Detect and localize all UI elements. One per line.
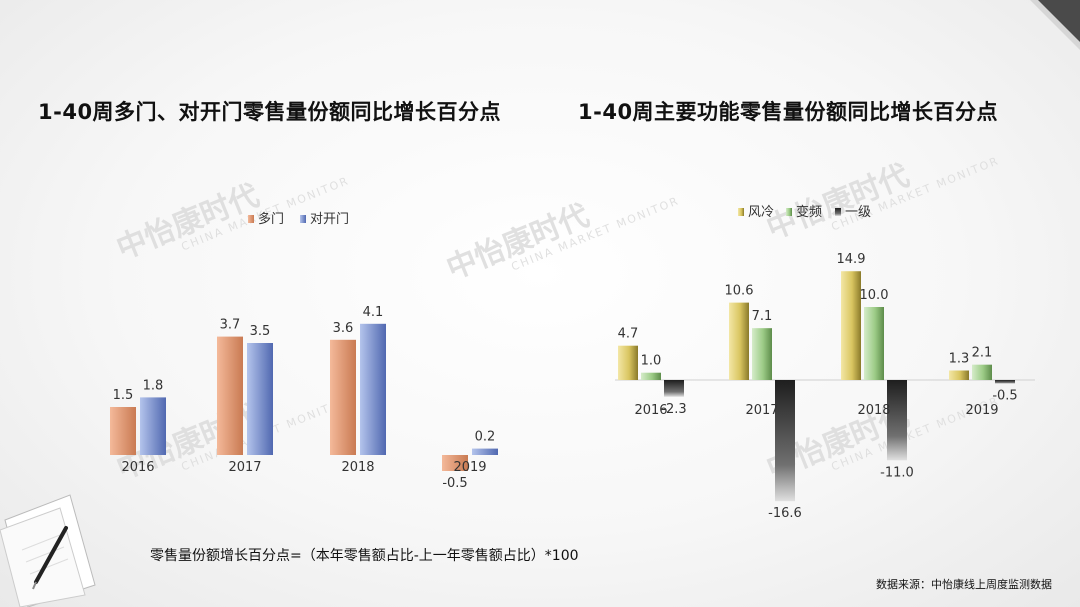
bar-风冷-2016: [618, 345, 638, 380]
bar-多门-2018: [330, 339, 356, 455]
category-label-2017: 2017: [228, 460, 261, 475]
data-label: -0.5: [442, 476, 467, 491]
bar-多门-2016: [110, 407, 136, 455]
left-bar-chart: 多门 对开门 1.5 1.8 2016 3.7 3.5 2017 3.6 4.1 2018 -0.5 0…: [110, 211, 498, 491]
bar-对开门-2018: [360, 323, 386, 455]
bar-多门-2019: [442, 455, 468, 471]
data-label: 3.6: [333, 321, 354, 336]
bar-一级-2016: [664, 380, 684, 397]
data-label: 1.0: [641, 354, 662, 369]
category-label-2016: 2016: [634, 403, 667, 418]
legend-swatch-变频: [786, 208, 792, 216]
legend-label-对开门: 对开门: [310, 212, 349, 227]
left-chart-title: 1-40周多门、对开门零售量份额同比增长百分点: [38, 100, 502, 124]
data-label: 14.9: [837, 252, 866, 267]
legend-swatch-一级: [835, 208, 841, 216]
bar-风冷-2018: [841, 271, 861, 380]
data-label: 1.8: [143, 378, 164, 393]
data-label: 1.3: [949, 352, 970, 367]
bar-风冷-2017: [729, 302, 749, 380]
data-label: 1.5: [113, 388, 134, 403]
data-source: 数据来源：中怡康线上周度监测数据: [876, 578, 1052, 591]
category-label-2016: 2016: [121, 460, 154, 475]
data-label: 0.2: [475, 430, 496, 445]
data-label: 4.1: [363, 305, 384, 320]
data-label: -11.0: [880, 465, 914, 480]
notebook-pen-illustration: [0, 494, 96, 607]
bar-多门-2017: [217, 336, 243, 455]
data-label: 2.1: [972, 346, 993, 361]
category-label-2018: 2018: [341, 460, 374, 475]
legend-label-风冷: 风冷: [748, 205, 774, 220]
data-label: -0.5: [992, 389, 1017, 404]
bar-对开门-2016: [140, 397, 166, 455]
bar-变频-2019: [972, 364, 992, 380]
bar-一级-2019: [995, 380, 1015, 384]
corner-decoration: [1038, 0, 1080, 42]
category-label-2018: 2018: [857, 403, 890, 418]
data-label: 3.5: [250, 324, 271, 339]
legend-label-变频: 变频: [796, 204, 822, 220]
data-label: 4.7: [618, 327, 639, 342]
data-label: 10.6: [725, 284, 754, 299]
data-label: 3.7: [220, 318, 241, 333]
right-chart-title: 1-40周主要功能零售量份额同比增长百分点: [578, 100, 999, 124]
bar-风冷-2019: [949, 370, 969, 380]
data-label: -16.6: [768, 506, 802, 521]
legend-swatch-多门: [248, 215, 254, 223]
bar-一级-2017: [775, 380, 795, 502]
legend-swatch-对开门: [300, 215, 306, 223]
legend-label-多门: 多门: [258, 211, 284, 227]
data-label: -2.3: [661, 402, 686, 417]
data-label: 10.0: [860, 288, 889, 303]
category-label-2017: 2017: [745, 403, 778, 418]
category-label-2019: 2019: [965, 403, 998, 418]
legend-label-一级: 一级: [845, 205, 871, 220]
bar-对开门-2019: [472, 448, 498, 455]
bar-变频-2017: [752, 328, 772, 380]
formula-note: 零售量份额增长百分点=（本年零售额占比-上一年零售额占比）*100: [150, 548, 579, 564]
bar-一级-2018: [887, 380, 907, 461]
bar-对开门-2017: [247, 343, 273, 455]
bar-变频-2018: [864, 307, 884, 380]
bar-变频-2016: [641, 372, 661, 380]
legend-swatch-风冷: [738, 208, 744, 216]
category-label-2019: 2019: [453, 460, 486, 475]
data-label: 7.1: [752, 309, 773, 324]
